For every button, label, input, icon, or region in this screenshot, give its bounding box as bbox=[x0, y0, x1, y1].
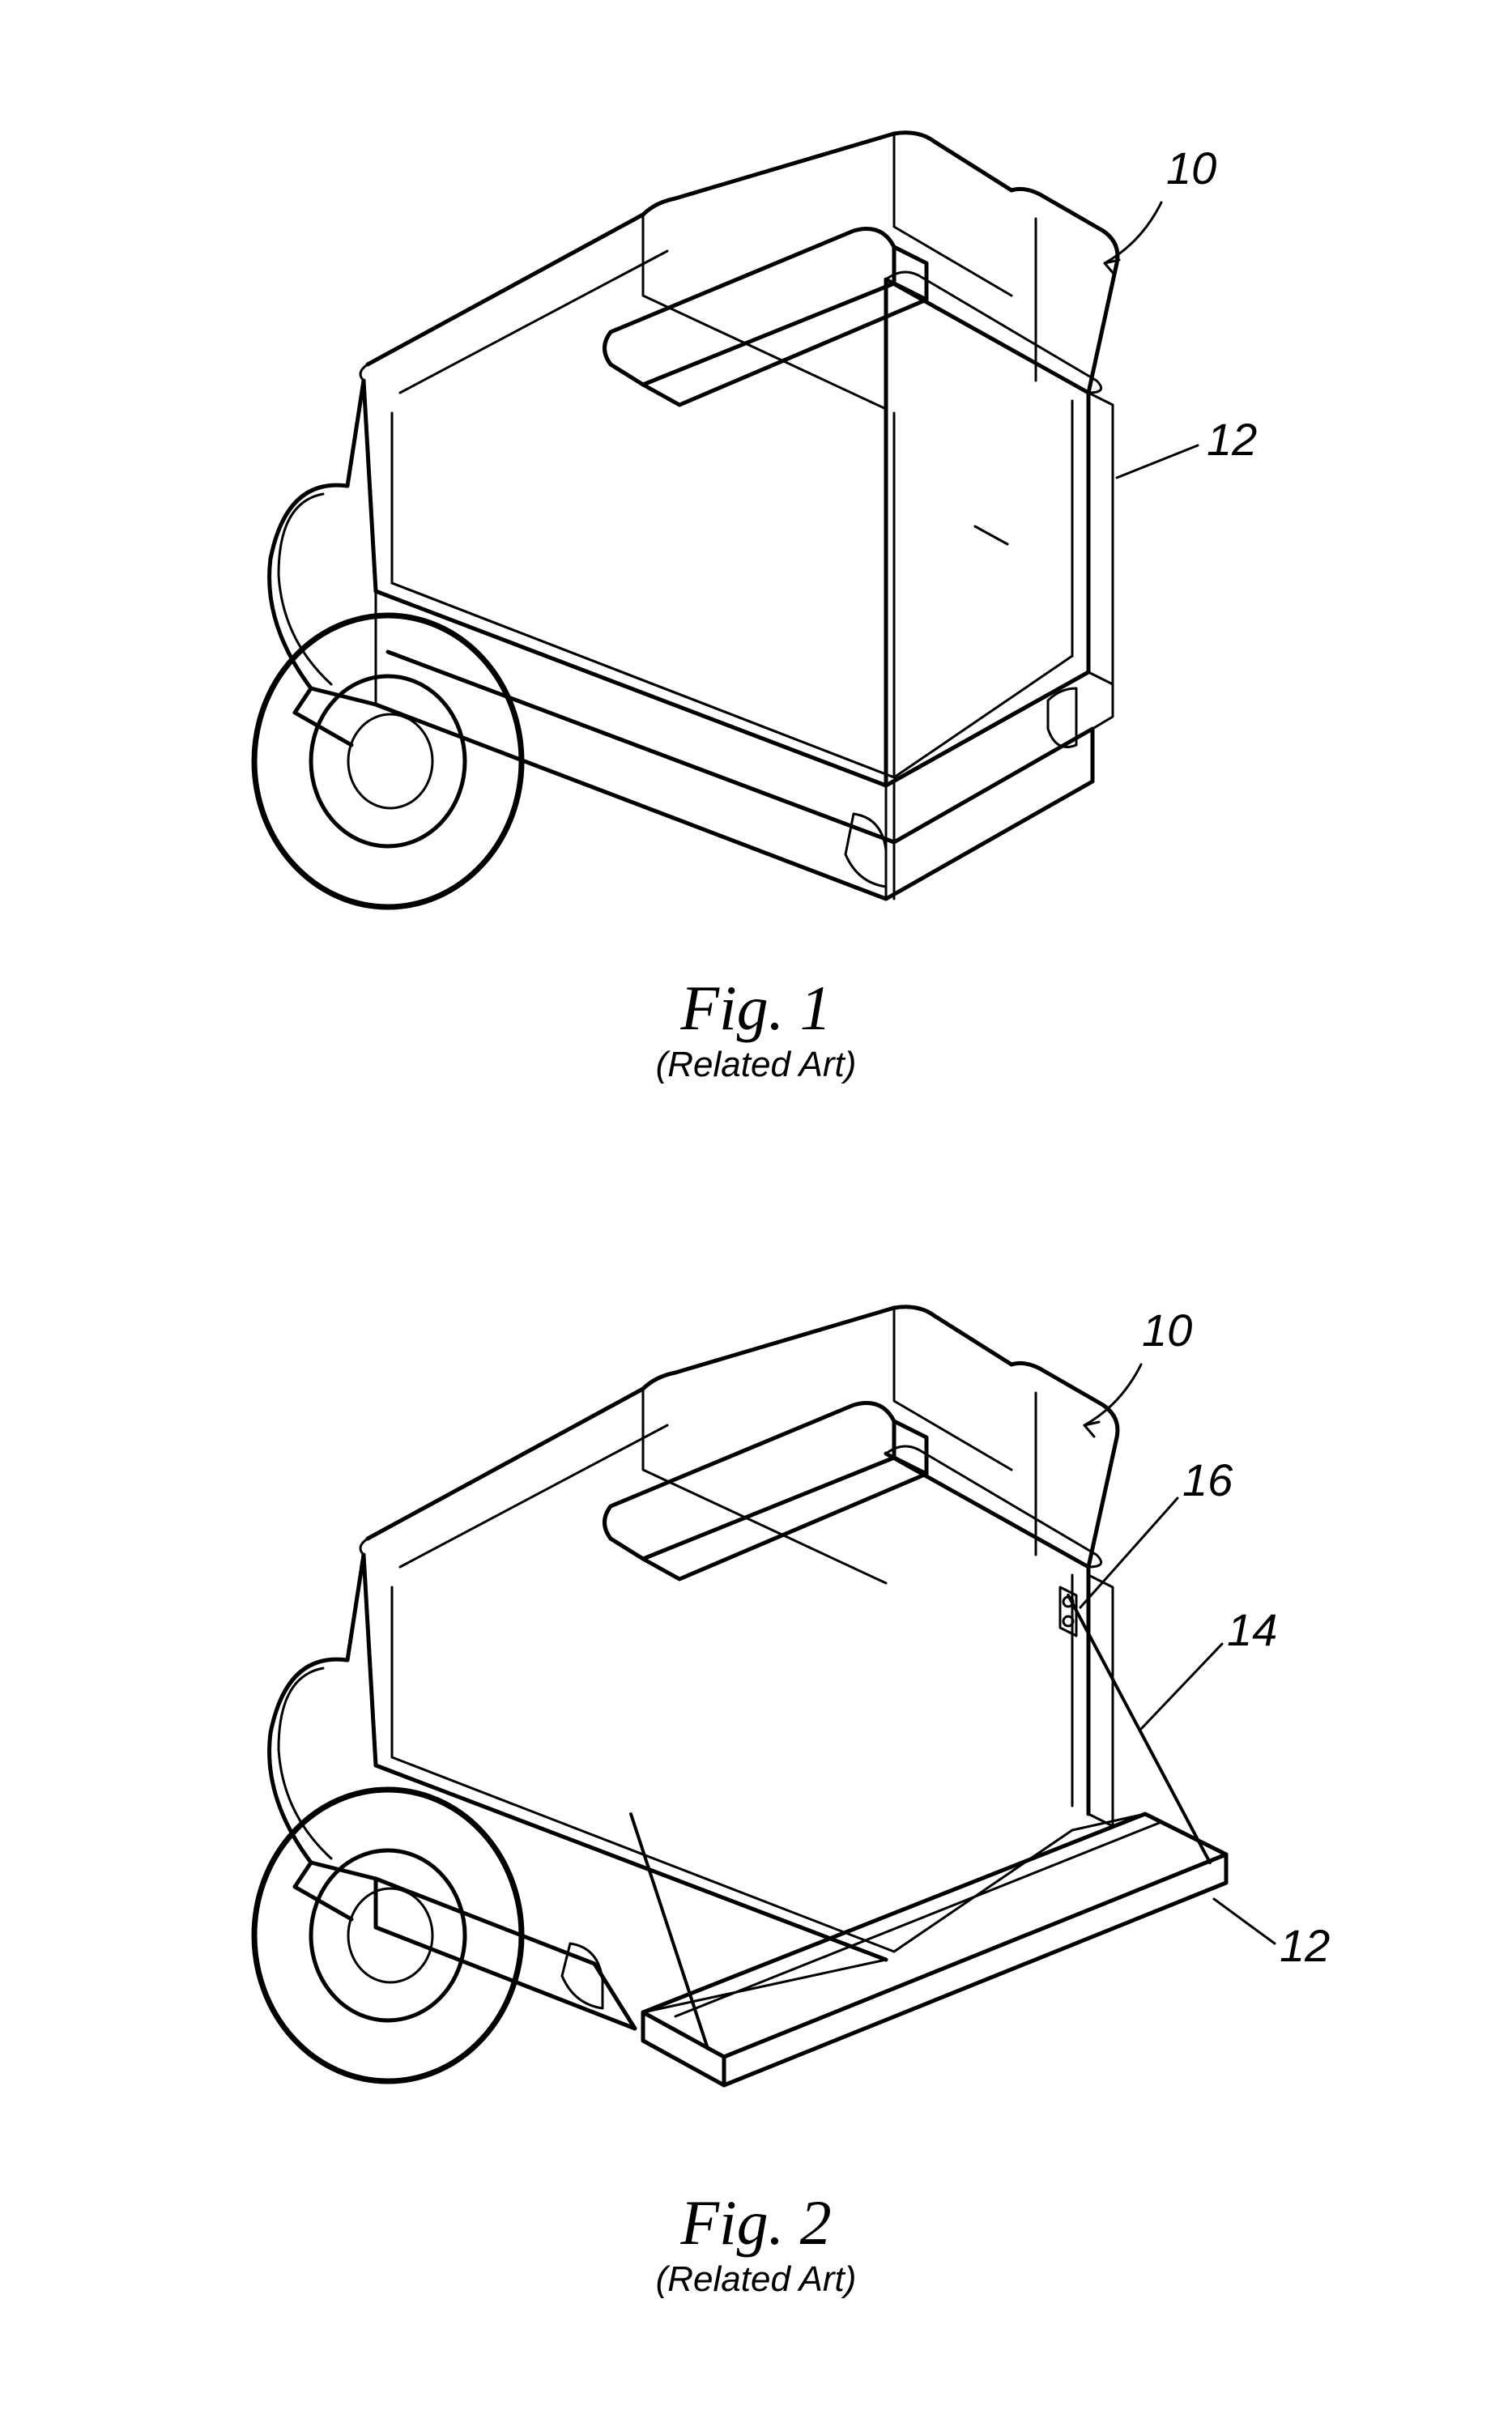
figure-1-svg bbox=[190, 73, 1323, 964]
fig2-label-16: 16 bbox=[1182, 1454, 1233, 1506]
figure-2-svg bbox=[190, 1247, 1323, 2178]
page: 10 12 Fig. 1 (Related Art) bbox=[0, 0, 1512, 2414]
fig2-label-10: 10 bbox=[1142, 1304, 1192, 1356]
figure-2-container: 10 16 14 12 Fig. 2 (Related Art) bbox=[0, 1247, 1512, 2300]
fig2-subcaption: (Related Art) bbox=[0, 2259, 1512, 2300]
fig2-label-12: 12 bbox=[1280, 1919, 1330, 1972]
fig1-label-12: 12 bbox=[1207, 413, 1257, 466]
fig1-caption: Fig. 1 bbox=[0, 972, 1512, 1045]
fig2-caption: Fig. 2 bbox=[0, 2186, 1512, 2259]
fig2-label-14: 14 bbox=[1227, 1603, 1277, 1656]
fig1-label-10: 10 bbox=[1166, 142, 1216, 194]
fig1-subcaption: (Related Art) bbox=[0, 1045, 1512, 1085]
figure-1-container: 10 12 Fig. 1 (Related Art) bbox=[0, 73, 1512, 1085]
